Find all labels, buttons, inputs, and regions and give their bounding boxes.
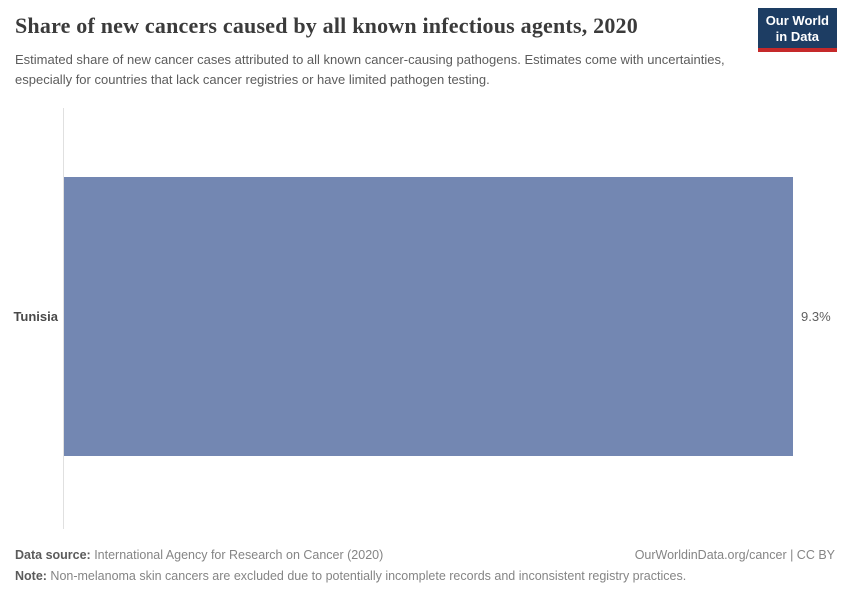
footer-source-line: OurWorldinData.org/cancer | CC BY Data s…	[15, 548, 835, 562]
plot-area	[64, 108, 793, 529]
note-text: Non-melanoma skin cancers are excluded d…	[46, 569, 687, 583]
value-label-tunisia: 9.3%	[801, 309, 831, 324]
y-axis-line	[63, 108, 64, 529]
chart-subtitle: Estimated share of new cancer cases attr…	[15, 52, 725, 88]
note-label: Note:	[15, 569, 47, 583]
data-source-text: International Agency for Research on Can…	[90, 548, 384, 562]
footer-note-line: Note: Non-melanoma skin cancers are excl…	[15, 569, 835, 583]
owid-link[interactable]: OurWorldinData.org/cancer | CC BY	[634, 548, 835, 562]
owid-logo-line2: in Data	[775, 28, 820, 44]
bar-tunisia[interactable]	[64, 177, 793, 456]
owid-logo-line1: Our World	[765, 13, 829, 28]
page-title: Share of new cancers caused by all known…	[15, 13, 638, 38]
entity-label-tunisia: Tunisia	[13, 309, 58, 324]
owid-logo[interactable]: Our World in Data	[757, 8, 837, 53]
data-source-label: Data source:	[15, 548, 91, 562]
